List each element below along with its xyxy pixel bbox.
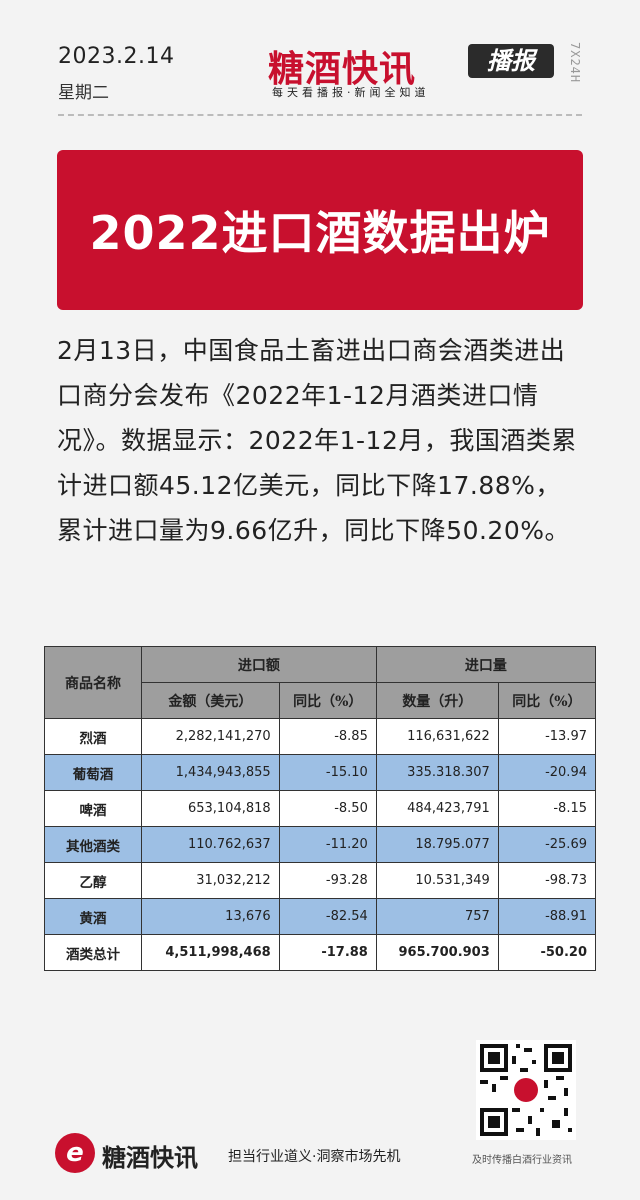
cell-volume: 965.700.903: [375, 934, 499, 971]
side-label: 7X24H: [568, 42, 582, 84]
cell-name: 其他酒类: [44, 826, 142, 863]
cell-volume: 10.531,349: [375, 862, 499, 899]
table-row: 乙醇 31,032,212 -93.28 10.531,349 -98.73: [44, 862, 597, 899]
cell-amount: 31,032,212: [141, 862, 280, 899]
cell-volume-yoy: -20.94: [497, 754, 597, 791]
brand-slogan: 每天看播报·新闻全知道: [272, 86, 430, 99]
cell-volume-yoy: -50.20: [497, 934, 597, 971]
cell-volume: 116,631,622: [375, 718, 499, 755]
brand-name: 糖酒快讯: [268, 48, 417, 90]
table-row: 黄酒 13,676 -82.54 757 -88.91: [44, 898, 597, 935]
cell-amount-yoy: -17.88: [278, 934, 377, 971]
cell-name: 啤酒: [44, 790, 142, 827]
cell-amount: 110.762,637: [141, 826, 280, 863]
cell-amount: 2,282,141,270: [141, 718, 280, 755]
brand-logo: 糖酒快讯 播报 每天看播报·新闻全知道: [268, 40, 568, 102]
cell-name: 烈酒: [44, 718, 142, 755]
cell-amount-yoy: -11.20: [278, 826, 377, 863]
import-data-table: 商品名称 进口额 进口量 金额（美元） 同比（%） 数量（升） 同比（%） 烈酒…: [44, 646, 597, 971]
cell-amount-yoy: -8.85: [278, 718, 377, 755]
qr-code[interactable]: [476, 1040, 576, 1140]
table-row: 啤酒 653,104,818 -8.50 484,423,791 -8.15: [44, 790, 597, 827]
cell-volume-yoy: -88.91: [497, 898, 597, 935]
date-label: 2023.2.14: [58, 44, 175, 69]
header-import-amount: 进口额: [141, 646, 377, 683]
qr-code-icon: [476, 1040, 576, 1140]
cell-amount-yoy: -8.50: [278, 790, 377, 827]
cell-volume: 757: [375, 898, 499, 935]
table-row: 烈酒 2,282,141,270 -8.85 116,631,622 -13.9…: [44, 718, 597, 755]
qr-caption: 及时传播白酒行业资讯: [472, 1155, 572, 1166]
footer-slogan: 担当行业道义·洞察市场先机: [228, 1149, 401, 1165]
title-banner: 2022进口酒数据出炉: [57, 150, 583, 310]
cell-amount-yoy: -82.54: [278, 898, 377, 935]
page-title: 2022进口酒数据出炉: [89, 206, 551, 260]
cell-amount: 653,104,818: [141, 790, 280, 827]
footer-brand: 糖酒快讯: [102, 1143, 198, 1172]
cell-volume: 484,423,791: [375, 790, 499, 827]
header-product-name: 商品名称: [44, 646, 142, 719]
header-amount-yoy: 同比（%）: [278, 682, 377, 719]
article-paragraph: 2月13日，中国食品土畜进出口商会酒类进出口商分会发布《2022年1-12月酒类…: [57, 336, 577, 545]
cell-name: 乙醇: [44, 862, 142, 899]
cell-volume: 18.795.077: [375, 826, 499, 863]
cell-volume-yoy: -13.97: [497, 718, 597, 755]
cell-volume: 335.318.307: [375, 754, 499, 791]
table-row: 其他酒类 110.762,637 -11.20 18.795.077 -25.6…: [44, 826, 597, 863]
cell-name: 黄酒: [44, 898, 142, 935]
cell-amount-yoy: -93.28: [278, 862, 377, 899]
cell-amount: 13,676: [141, 898, 280, 935]
header-import-volume: 进口量: [375, 646, 597, 683]
header-divider: [58, 114, 582, 116]
cell-name: 酒类总计: [44, 934, 142, 971]
cell-volume-yoy: -98.73: [497, 862, 597, 899]
header-amount-usd: 金额（美元）: [141, 682, 280, 719]
cell-name: 葡萄酒: [44, 754, 142, 791]
cell-amount: 1,434,943,855: [141, 754, 280, 791]
footer-logo-icon: e: [55, 1133, 95, 1173]
header-volume-liters: 数量（升）: [375, 682, 499, 719]
cell-amount-yoy: -15.10: [278, 754, 377, 791]
table-row: 葡萄酒 1,434,943,855 -15.10 335.318.307 -20…: [44, 754, 597, 791]
cell-amount: 4,511,998,468: [141, 934, 280, 971]
weekday-label: 星期二: [58, 83, 109, 103]
header-volume-yoy: 同比（%）: [497, 682, 597, 719]
table-total-row: 酒类总计 4,511,998,468 -17.88 965.700.903 -5…: [44, 934, 597, 971]
cell-volume-yoy: -8.15: [497, 790, 597, 827]
cell-volume-yoy: -25.69: [497, 826, 597, 863]
brand-badge: 播报: [468, 44, 554, 78]
